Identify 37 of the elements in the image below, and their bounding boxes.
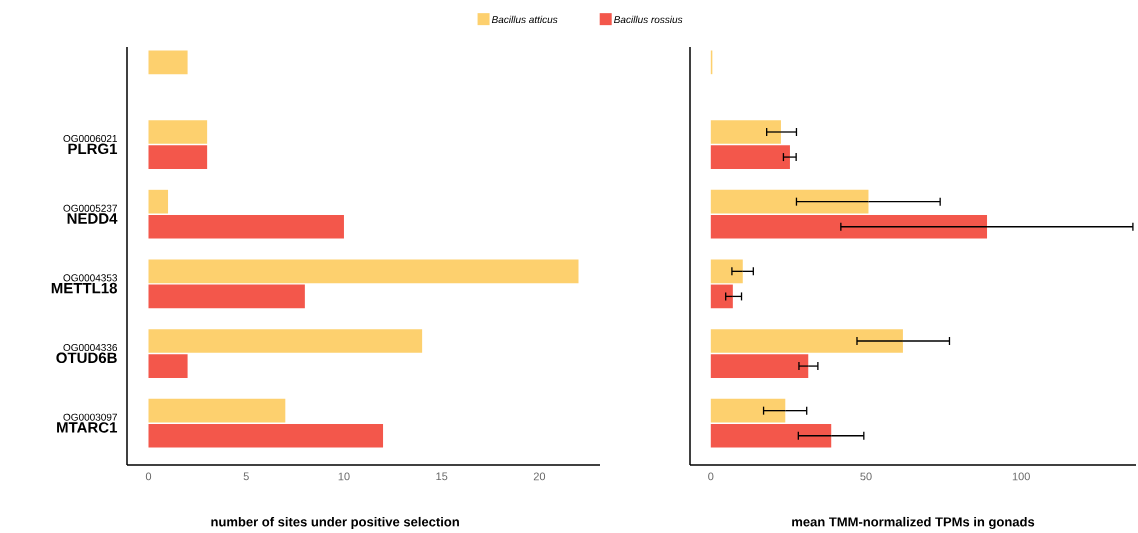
bar	[148, 50, 188, 75]
bar	[710, 398, 786, 423]
bar	[710, 354, 809, 378]
legend-label: Bacillus rossius	[614, 15, 683, 24]
bar	[148, 259, 579, 284]
y-tick-label: OG0004336 OTUD6B	[56, 343, 118, 364]
bar	[710, 189, 869, 214]
bar	[710, 120, 781, 144]
x-tick-label: 15	[436, 472, 448, 481]
y-tick-label: OG0005237 NEDD4	[63, 204, 118, 224]
bar	[710, 145, 790, 169]
y-tick-label: OG0006021 PLRG1	[63, 134, 118, 155]
bar	[710, 284, 733, 309]
bar	[710, 329, 903, 353]
bar	[148, 423, 384, 448]
x-axis-title: mean TMM-normalized TPMs in gonads	[792, 516, 1035, 530]
bar	[710, 423, 832, 448]
bar	[148, 329, 423, 353]
x-tick-label: 50	[860, 472, 872, 481]
x-tick-label: 5	[243, 472, 249, 481]
x-axis-title: number of sites under positive selection	[211, 516, 459, 530]
y-tick-label: OG0003097 MTARC1	[57, 413, 118, 433]
x-tick-label: 0	[708, 472, 714, 481]
bar	[148, 398, 286, 423]
bar	[148, 214, 344, 239]
bar	[148, 120, 208, 144]
x-tick-label: 100	[1012, 472, 1030, 481]
x-tick-label: 10	[338, 472, 350, 481]
y-tick-label: OG0004353 METTL18	[51, 274, 118, 294]
x-tick-label: 20	[533, 472, 546, 481]
x-tick-label: 0	[145, 472, 152, 481]
bar	[148, 284, 305, 309]
bar	[148, 145, 208, 169]
bar	[710, 259, 743, 284]
bar	[148, 189, 169, 214]
legend-label: Bacillus atticus	[491, 15, 558, 24]
bar	[148, 354, 188, 378]
